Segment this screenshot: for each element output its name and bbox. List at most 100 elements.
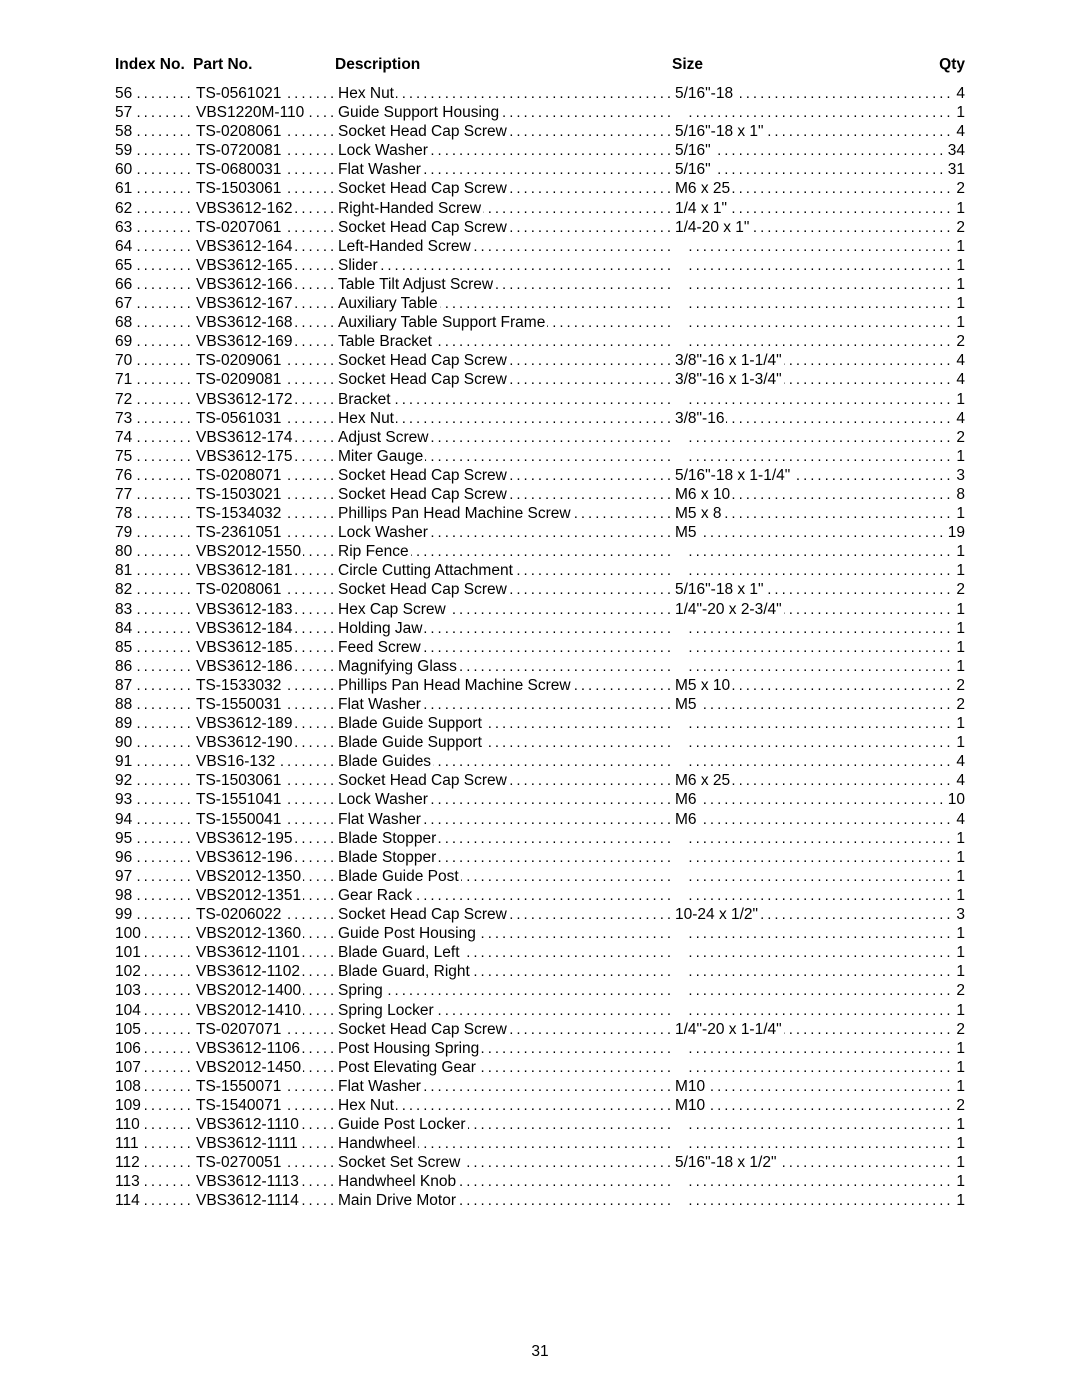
table-row: ........................................…	[115, 523, 965, 542]
table-row: ........................................…	[115, 141, 965, 160]
cell-qty: 2	[953, 1020, 965, 1039]
cell-size	[672, 886, 685, 905]
cell-size: M5 x 8	[672, 504, 724, 523]
cell-part: TS-0270051	[193, 1153, 283, 1172]
cell-description: Holding Jaw	[335, 619, 424, 638]
cell-description: Flat Washer	[335, 1077, 423, 1096]
cell-index: 65	[115, 256, 137, 275]
cell-index: 66	[115, 275, 137, 294]
cell-qty: 2	[953, 428, 965, 447]
table-row: ........................................…	[115, 810, 965, 829]
parts-rows: ........................................…	[115, 84, 965, 1211]
cell-size	[672, 103, 685, 122]
cell-size	[672, 867, 685, 886]
cell-size: M6 x 25	[672, 771, 732, 790]
cell-part: VBS2012-1450	[193, 1058, 303, 1077]
cell-qty: 19	[945, 523, 965, 542]
cell-size: M6 x 10	[672, 485, 732, 504]
cell-description: Socket Set Screw	[335, 1153, 462, 1172]
cell-index: 73	[115, 409, 137, 428]
cell-part: VBS3612-184	[193, 619, 295, 638]
cell-description: Handwheel	[335, 1134, 418, 1153]
cell-index: 82	[115, 580, 137, 599]
cell-index: 107	[115, 1058, 143, 1077]
cell-qty: 1	[953, 1172, 965, 1191]
cell-part: VBS3612-162	[193, 199, 295, 218]
cell-qty: 1	[953, 1001, 965, 1020]
cell-index: 77	[115, 485, 137, 504]
cell-description: Auxiliary Table	[335, 294, 440, 313]
cell-description: Blade Guide Support	[335, 733, 484, 752]
table-row: ........................................…	[115, 943, 965, 962]
cell-index: 86	[115, 657, 137, 676]
table-row: ........................................…	[115, 275, 965, 294]
cell-size	[672, 1172, 685, 1191]
cell-index: 90	[115, 733, 137, 752]
cell-part: TS-0206022	[193, 905, 283, 924]
cell-description: Adjust Screw	[335, 428, 430, 447]
cell-size	[672, 619, 685, 638]
cell-size	[672, 237, 685, 256]
cell-size: M5	[672, 695, 699, 714]
cell-description: Feed Screw	[335, 638, 423, 657]
table-row: ........................................…	[115, 1134, 965, 1153]
cell-size	[672, 1058, 685, 1077]
cell-part: TS-1533032	[193, 676, 283, 695]
cell-size	[672, 542, 685, 561]
cell-part: TS-1534032	[193, 504, 283, 523]
cell-size	[672, 1001, 685, 1020]
table-row: ........................................…	[115, 561, 965, 580]
cell-index: 110	[115, 1115, 142, 1134]
cell-qty: 2	[953, 218, 965, 237]
cell-index: 92	[115, 771, 137, 790]
cell-description: Socket Head Cap Screw	[335, 351, 509, 370]
table-row: ........................................…	[115, 790, 965, 809]
cell-description: Blade Guides	[335, 752, 433, 771]
column-headers: Index No. Part No. Description Size Qty	[115, 56, 965, 78]
cell-index: 89	[115, 714, 137, 733]
table-row: ........................................…	[115, 752, 965, 771]
cell-part: VBS16-132	[193, 752, 277, 771]
cell-description: Table Tilt Adjust Screw	[335, 275, 495, 294]
cell-part: VBS2012-1350	[193, 867, 303, 886]
cell-index: 71	[115, 370, 137, 389]
cell-qty: 1	[953, 1191, 965, 1210]
cell-qty: 1	[953, 256, 965, 275]
cell-size	[672, 1115, 685, 1134]
cell-index: 91	[115, 752, 137, 771]
table-row: ........................................…	[115, 1077, 965, 1096]
cell-description: Auxiliary Table Support Frame	[335, 313, 547, 332]
table-row: ........................................…	[115, 1153, 965, 1172]
cell-part: TS-0209061	[193, 351, 283, 370]
cell-part: VBS3612-185	[193, 638, 295, 657]
cell-qty: 1	[953, 600, 965, 619]
cell-size	[672, 1191, 685, 1210]
cell-qty: 4	[953, 409, 965, 428]
cell-qty: 1	[953, 943, 965, 962]
cell-size	[672, 390, 685, 409]
cell-description: Flat Washer	[335, 160, 423, 179]
cell-description: Lock Washer	[335, 523, 430, 542]
cell-description: Blade Guard, Left	[335, 943, 462, 962]
table-row: ........................................…	[115, 485, 965, 504]
cell-part: VBS3612-1106	[193, 1039, 302, 1058]
cell-description: Blade Guide Post	[335, 867, 461, 886]
cell-description: Miter Gauge	[335, 447, 425, 466]
table-row: ........................................…	[115, 351, 965, 370]
cell-qty: 1	[953, 294, 965, 313]
cell-index: 60	[115, 160, 137, 179]
cell-index: 74	[115, 428, 137, 447]
cell-size	[672, 561, 685, 580]
cell-description: Gear Rack	[335, 886, 414, 905]
cell-index: 87	[115, 676, 137, 695]
cell-description: Socket Head Cap Screw	[335, 466, 509, 485]
cell-size	[672, 943, 685, 962]
cell-description: Socket Head Cap Screw	[335, 370, 509, 389]
cell-index: 64	[115, 237, 137, 256]
cell-description: Phillips Pan Head Machine Screw	[335, 676, 573, 695]
cell-size: 5/16"-18 x 1-1/4"	[672, 466, 792, 485]
table-row: ........................................…	[115, 313, 965, 332]
cell-part: TS-0720081	[193, 141, 283, 160]
cell-qty: 2	[953, 676, 965, 695]
table-row: ........................................…	[115, 886, 965, 905]
